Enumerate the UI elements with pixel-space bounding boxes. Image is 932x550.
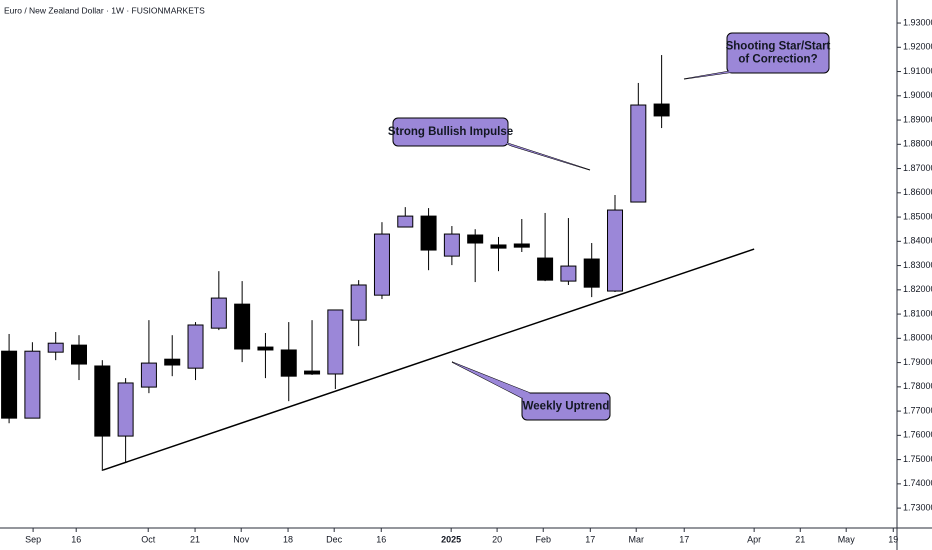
x-tick-label: 16	[376, 534, 386, 544]
x-tick-label: Dec	[326, 534, 343, 544]
x-tick-label: Oct	[141, 534, 156, 544]
callout-box	[726, 32, 830, 74]
x-tick-label: Feb	[535, 534, 551, 544]
x-tick-label: 17	[585, 534, 595, 544]
x-tick-label: 16	[71, 534, 81, 544]
y-tick-label: 1.90000	[903, 90, 932, 100]
callout-box	[521, 392, 611, 421]
callout-box	[392, 117, 509, 147]
candle-body	[327, 309, 344, 375]
candle-body	[397, 215, 414, 228]
candle-body	[350, 284, 367, 321]
y-tick-label: 1.75000	[903, 454, 932, 464]
y-tick-label: 1.86000	[903, 187, 932, 197]
y-tick-label: 1.87000	[903, 163, 932, 173]
candle-body	[467, 234, 484, 244]
x-tick-label: 20	[492, 534, 502, 544]
candle-body	[653, 103, 670, 117]
x-tick-label: 17	[679, 534, 689, 544]
x-tick-label: 21	[190, 534, 200, 544]
candle-body	[304, 370, 321, 375]
candle-body	[257, 346, 274, 351]
callout-pointer-join	[684, 68, 762, 79]
x-tick-label: Mar	[628, 534, 644, 544]
candle-body	[443, 233, 460, 257]
candle-body	[140, 362, 157, 388]
y-tick-label: 1.76000	[903, 430, 932, 440]
candle-body	[117, 382, 134, 437]
x-tick-label: 18	[283, 534, 293, 544]
candle-body	[560, 265, 577, 282]
y-tick-label: 1.82000	[903, 284, 932, 294]
x-tick-label: May	[838, 534, 856, 544]
callout-text: of Correction?	[738, 54, 817, 66]
callout-text: Weekly Uptrend	[523, 401, 610, 413]
y-tick-label: 1.91000	[903, 66, 932, 76]
candle-body	[210, 297, 227, 329]
x-tick-label: 2025	[441, 534, 461, 544]
callout-text: Strong Bullish Impulse	[388, 126, 513, 138]
candle-body	[630, 104, 647, 203]
candle-body	[94, 365, 111, 437]
y-tick-label: 1.84000	[903, 236, 932, 246]
candle-body	[537, 257, 554, 281]
callout-text: Shooting Star/Start	[726, 41, 831, 53]
x-tick-label: Sep	[25, 534, 41, 544]
y-tick-label: 1.85000	[903, 211, 932, 221]
candle-body	[420, 215, 437, 251]
candle-body	[1, 350, 18, 419]
candle-body	[187, 324, 204, 369]
candle-body	[164, 358, 181, 366]
candle-body	[607, 209, 624, 292]
y-tick-label: 1.79000	[903, 357, 932, 367]
y-tick-label: 1.73000	[903, 502, 932, 512]
x-tick-label: 21	[795, 534, 805, 544]
y-tick-label: 1.74000	[903, 478, 932, 488]
candle-body	[490, 244, 507, 249]
y-tick-label: 1.88000	[903, 139, 932, 149]
y-tick-label: 1.77000	[903, 405, 932, 415]
y-tick-label: 1.83000	[903, 260, 932, 270]
candle-body	[234, 303, 251, 350]
candle-body	[24, 350, 41, 419]
y-tick-label: 1.93000	[903, 17, 932, 27]
chart-title: Euro / New Zealand Dollar · 1W · FUSIONM…	[4, 5, 205, 15]
y-tick-label: 1.89000	[903, 114, 932, 124]
y-tick-label: 1.92000	[903, 42, 932, 52]
candle-body	[373, 233, 390, 296]
y-tick-label: 1.80000	[903, 333, 932, 343]
x-tick-label: Nov	[233, 534, 250, 544]
x-tick-label: 19	[888, 534, 898, 544]
candle-body	[513, 243, 530, 248]
callout-pointer-join	[452, 362, 530, 398]
candle-body	[280, 349, 297, 377]
x-tick-label: Apr	[747, 534, 761, 544]
callout-pointer-join	[498, 140, 590, 170]
y-tick-label: 1.81000	[903, 308, 932, 318]
trendline	[102, 248, 755, 471]
y-tick-label: 1.78000	[903, 381, 932, 391]
candle-body	[583, 258, 600, 288]
candle-body	[47, 342, 64, 353]
candle-body	[71, 344, 88, 365]
